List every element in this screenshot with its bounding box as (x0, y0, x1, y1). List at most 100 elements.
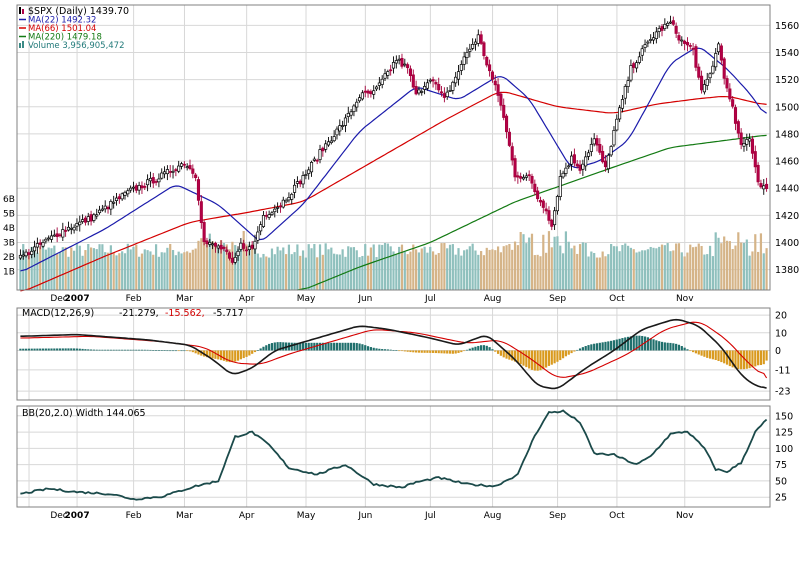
candle-up (620, 99, 624, 109)
volume-bar (132, 246, 135, 290)
volume-bar (338, 254, 341, 290)
macd-histogram-bar (132, 349, 135, 351)
candle-down (479, 34, 483, 44)
candle-up (360, 92, 364, 100)
volume-bar (335, 254, 339, 290)
volume-bar (203, 238, 206, 290)
volume-bar (222, 243, 226, 290)
macd-histogram-bar (533, 350, 536, 371)
volume-bar (324, 243, 327, 290)
macd-histogram-bar (183, 350, 186, 352)
candle-down (753, 151, 757, 168)
volume-bar (293, 252, 296, 290)
candle-down (677, 35, 681, 41)
candle-up (555, 196, 559, 212)
macd-histogram-bar (378, 348, 381, 351)
candle-up (374, 86, 379, 90)
macd-histogram-bar (39, 348, 42, 351)
candle-up (157, 178, 161, 183)
volume-bar (683, 256, 686, 290)
volume-bar (542, 234, 545, 290)
candle-down (321, 147, 325, 152)
candle-down (400, 58, 404, 67)
volume-bar (290, 254, 293, 290)
volume-bar (513, 241, 517, 290)
volume-bar (24, 253, 28, 290)
macd-histogram-bar (658, 341, 661, 351)
candle-up (290, 193, 294, 200)
macd-histogram-bar (570, 350, 573, 354)
volume-bar (417, 252, 421, 290)
candle-up (567, 165, 571, 168)
volume-bar (378, 244, 381, 290)
candle-up (643, 44, 647, 48)
volume-bar (440, 243, 443, 290)
candle-down (488, 64, 492, 72)
volume-bar (318, 244, 322, 290)
volume-bar (188, 252, 192, 290)
volume-bar (341, 249, 344, 290)
macd-histogram-bar (635, 335, 638, 351)
candle-up (702, 84, 706, 93)
candle-up (553, 210, 557, 226)
candle-down (219, 244, 223, 250)
macd-histogram-bar (607, 341, 610, 351)
macd-histogram-bar (720, 350, 723, 363)
volume-bar (126, 243, 129, 290)
macd-histogram-bar (301, 342, 305, 351)
volume-bar (692, 247, 695, 290)
macd-histogram-bar (511, 350, 514, 361)
macd-histogram-bar (344, 342, 347, 351)
macd-histogram-bar (683, 347, 686, 351)
candle-up (273, 208, 277, 213)
candle-down (64, 230, 68, 232)
x-month-label: Jul (424, 294, 436, 304)
volume-bar (138, 256, 141, 290)
volume-bar (219, 240, 223, 290)
candle-up (256, 231, 260, 241)
macd-histogram-bar (327, 342, 330, 351)
volume-bar (677, 243, 681, 290)
macd-histogram-bar (409, 350, 412, 353)
volume-bar (296, 244, 299, 290)
volume-bar (310, 248, 313, 290)
volume-bar (471, 243, 474, 290)
candle-down (431, 79, 435, 82)
volume-bar (211, 241, 214, 290)
candle-down (168, 171, 172, 173)
macd-histogram-bar (194, 350, 197, 354)
volume-bar (135, 244, 138, 290)
macd-histogram-bar (143, 349, 146, 351)
volume-bar (123, 253, 127, 290)
macd-histogram-bar (669, 342, 672, 351)
candle-down (513, 158, 517, 178)
volume-bar (398, 246, 401, 290)
candle-up (109, 200, 113, 210)
candle-down (298, 180, 302, 185)
candle-up (524, 175, 528, 178)
volume-bar (626, 245, 630, 290)
volume-bar (112, 252, 115, 290)
volume-bar (152, 254, 155, 290)
candle-up (112, 201, 116, 204)
candle-down (547, 210, 551, 221)
volume-bar (530, 233, 534, 290)
candle-down (750, 138, 755, 154)
candle-up (397, 58, 401, 61)
x-month-label: Oct (609, 294, 625, 304)
candle-up (663, 23, 667, 29)
volume-bar (728, 241, 731, 290)
macd-histogram-bar (171, 350, 175, 352)
volume-bar (84, 250, 87, 290)
candle-down (194, 174, 198, 179)
macd-histogram-bar (211, 350, 214, 359)
candle-up (657, 28, 661, 32)
macd-histogram-bar (324, 342, 327, 351)
macd-histogram-bar (491, 349, 494, 351)
volume-bar (259, 257, 262, 290)
bb-axis-area (770, 406, 809, 507)
macd-histogram-bar (723, 350, 726, 364)
volume-bar (697, 243, 700, 290)
candle-down (507, 131, 511, 146)
macd-histogram-bar (330, 342, 333, 351)
